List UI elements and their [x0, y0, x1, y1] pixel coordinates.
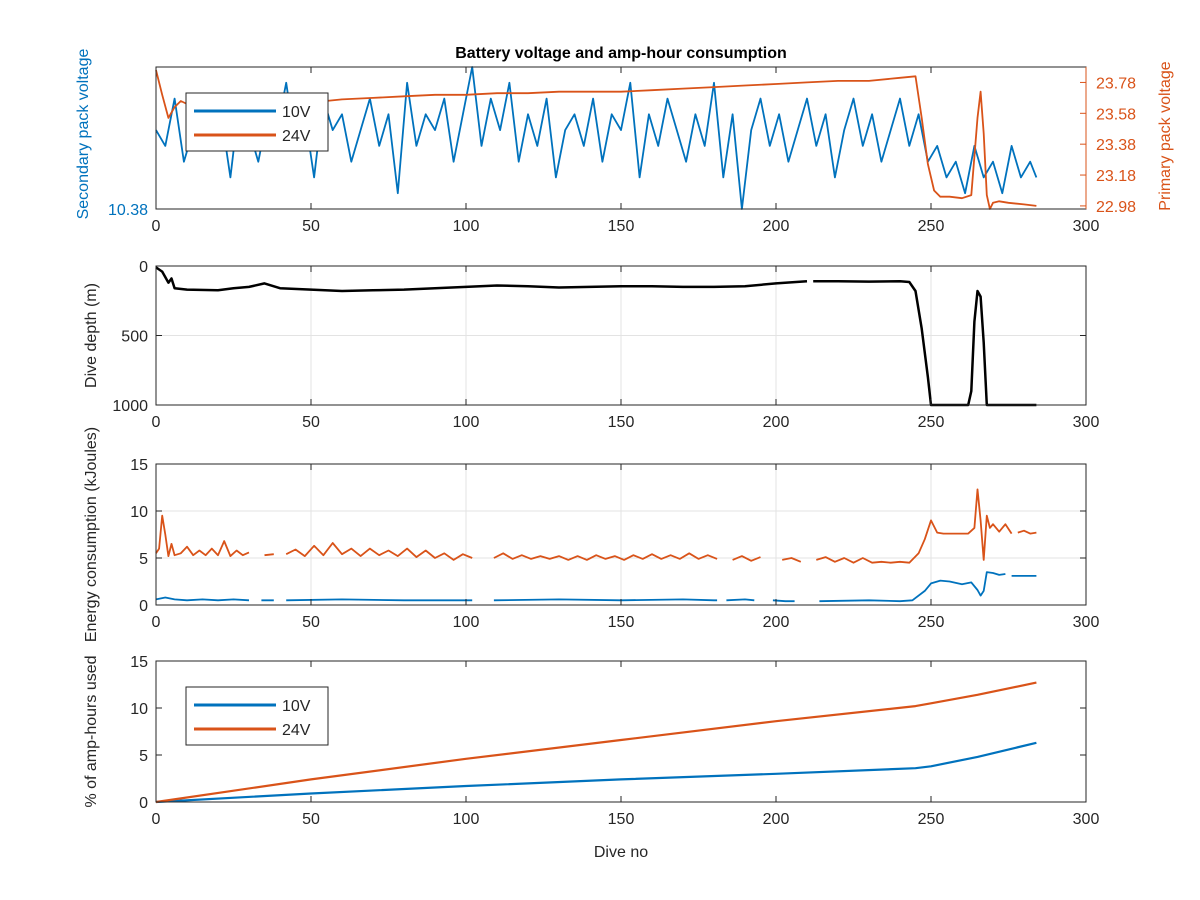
x-tick-label: 100	[453, 811, 480, 828]
subplot-3: 0 50 100 150 200 250 300 0 5 10 15 Energy consumpti…	[83, 427, 1099, 642]
subplot-4: 0 50 100 150 200 250 300 0 5 10 15 % of amp-hours u…	[83, 654, 1099, 861]
subplot-2: 0 50 100 150 200 250 300 0 500 1000 Dive depth (m)	[83, 259, 1099, 431]
x-tick-label: 250	[918, 811, 945, 828]
y-tick-label: 5	[139, 551, 148, 568]
y-right-tick-label: 23.78	[1096, 75, 1136, 92]
legend-box	[185, 92, 329, 152]
y-tick-label: 1000	[112, 398, 148, 415]
y-tick-label: 10	[130, 504, 148, 521]
x-tick-label: 150	[608, 614, 635, 631]
legend-label: 24V	[282, 722, 311, 739]
x-tick-label: 0	[152, 614, 161, 631]
y-right-tick-label: 23.18	[1096, 168, 1136, 185]
x-tick-label: 0	[152, 218, 161, 235]
y-left-tick-label: 10.38	[108, 202, 148, 219]
y-axis-label: Dive depth (m)	[83, 283, 100, 388]
y-tick-label: 15	[130, 457, 148, 474]
series-line-10v	[155, 741, 1037, 804]
y-axis-label: Energy consumption (kJoules)	[83, 427, 100, 642]
series-line-24v	[155, 488, 1037, 564]
legend-box	[185, 686, 329, 746]
x-tick-label: 50	[302, 614, 320, 631]
x-tick-label: 300	[1073, 218, 1100, 235]
series-line-10v	[155, 571, 1037, 603]
legend-label: 24V	[282, 128, 311, 145]
x-tick-label: 250	[918, 414, 945, 431]
x-tick-label: 50	[302, 218, 320, 235]
x-axis-label: Dive no	[594, 844, 648, 861]
x-tick-label: 100	[453, 218, 480, 235]
y-tick-label: 0	[139, 598, 148, 615]
y-right-tick-label: 23.38	[1096, 137, 1136, 154]
x-tick-label: 150	[608, 414, 635, 431]
x-tick-label: 100	[453, 414, 480, 431]
x-tick-label: 100	[453, 614, 480, 631]
y-tick-label: 0	[139, 795, 148, 812]
x-tick-label: 200	[763, 614, 790, 631]
y-tick-label: 10	[130, 701, 148, 718]
x-tick-label: 0	[152, 414, 161, 431]
series-line-24v	[155, 681, 1037, 804]
x-tick-label: 250	[918, 218, 945, 235]
y-tick-label: 0	[139, 259, 148, 276]
y-tick-label: 5	[139, 748, 148, 765]
x-tick-label: 250	[918, 614, 945, 631]
legend-label: 10V	[282, 104, 311, 121]
x-tick-label: 200	[763, 218, 790, 235]
y-tick-label: 15	[130, 654, 148, 671]
figure-title: Battery voltage and amp-hour consumption	[455, 45, 787, 62]
legend-label: 10V	[282, 698, 311, 715]
x-tick-label: 150	[608, 218, 635, 235]
y-right-tick-label: 22.98	[1096, 199, 1136, 216]
x-tick-label: 300	[1073, 811, 1100, 828]
x-tick-label: 50	[302, 811, 320, 828]
x-tick-label: 50	[302, 414, 320, 431]
x-tick-label: 150	[608, 811, 635, 828]
y-right-tick-label: 23.58	[1096, 106, 1136, 123]
x-tick-label: 300	[1073, 614, 1100, 631]
x-tick-label: 200	[763, 811, 790, 828]
subplot-1: 0 50 100 150 200 250 300 10.38 Secondary pack vo…	[75, 49, 1174, 235]
y-left-axis-label: Secondary pack voltage	[75, 49, 92, 220]
x-tick-label: 200	[763, 414, 790, 431]
y-right-axis-label: Primary pack voltage	[1157, 61, 1174, 210]
y-tick-label: 500	[121, 329, 148, 346]
y-axis-label: % of amp-hours used	[83, 655, 100, 807]
x-tick-label: 0	[152, 811, 161, 828]
x-tick-label: 300	[1073, 414, 1100, 431]
